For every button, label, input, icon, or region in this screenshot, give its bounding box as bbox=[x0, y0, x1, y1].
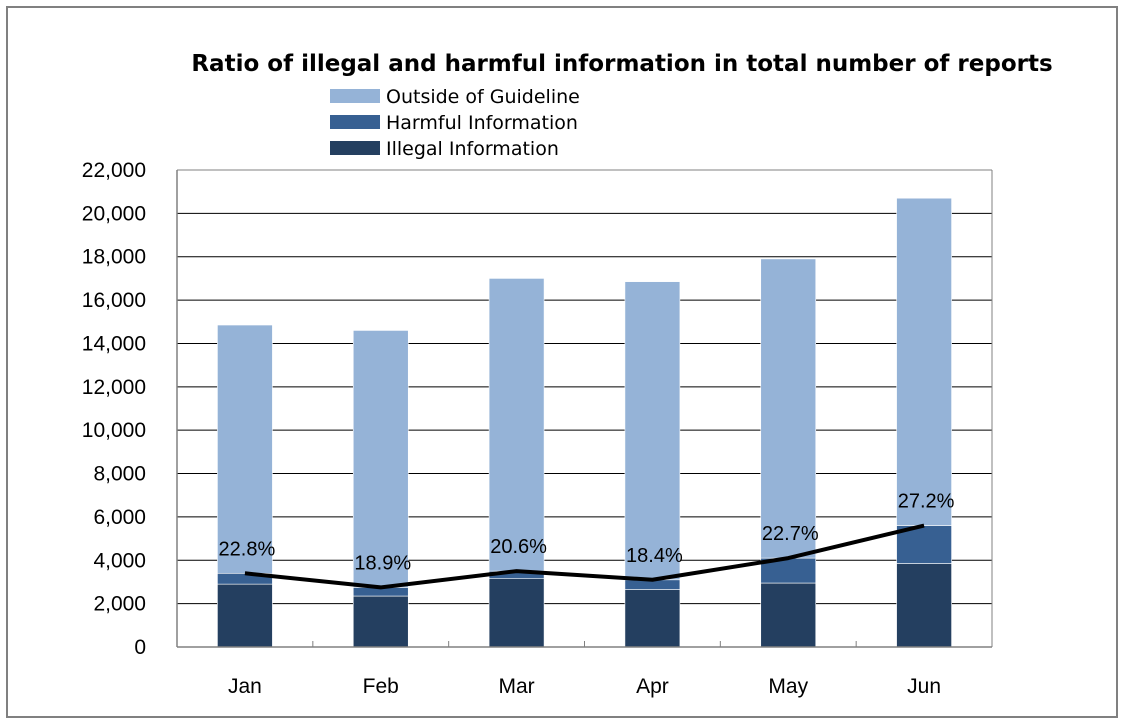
x-tick-label: Mar bbox=[498, 675, 534, 698]
ratio-line-group: 22.8% 18.9% 20.6% 18.4% 22.7% 27.2% bbox=[219, 491, 955, 590]
legend-label: Harmful Information bbox=[386, 112, 578, 134]
bar-segment bbox=[760, 557, 817, 584]
bar-segment bbox=[352, 330, 409, 588]
y-tick-label: 22,000 bbox=[82, 159, 146, 182]
y-tick-labels: 0 2,000 4,000 6,000 8,000 10,000 12,000 14,000 1… bbox=[82, 159, 146, 659]
ratio-data-label: 18.4% bbox=[626, 545, 683, 567]
legend-swatch bbox=[330, 141, 380, 155]
y-tick-label: 0 bbox=[134, 636, 146, 659]
bar-segment bbox=[624, 281, 681, 581]
bar-segment bbox=[352, 595, 409, 648]
y-tick-label: 18,000 bbox=[82, 246, 146, 269]
y-tick-label: 12,000 bbox=[82, 376, 146, 399]
x-tick-label: Feb bbox=[363, 675, 399, 698]
ratio-data-label: 18.9% bbox=[354, 552, 411, 574]
bar-segment bbox=[896, 197, 952, 526]
bar-segment bbox=[760, 582, 817, 648]
y-tick-label: 6,000 bbox=[93, 506, 146, 529]
bar-segment bbox=[896, 563, 952, 648]
x-tick-labels: Jan Feb Mar Apr May Jun bbox=[228, 675, 941, 698]
bar-segment bbox=[624, 589, 681, 648]
bar-segment bbox=[488, 578, 545, 648]
chart-title: Ratio of illegal and harmful information… bbox=[191, 51, 1052, 77]
legend-swatch bbox=[330, 115, 380, 129]
x-tick-label: May bbox=[768, 675, 808, 698]
legend: Outside of Guideline Harmful Information I… bbox=[330, 86, 580, 160]
legend-swatch bbox=[330, 89, 380, 103]
bar-segment bbox=[217, 583, 273, 648]
y-tick-label: 8,000 bbox=[93, 463, 146, 486]
x-tick-label: Jan bbox=[228, 675, 262, 698]
legend-label: Illegal Information bbox=[386, 138, 559, 160]
gridlines bbox=[177, 169, 992, 605]
y-tick-label: 4,000 bbox=[93, 549, 146, 572]
y-tick-label: 14,000 bbox=[82, 332, 146, 355]
y-tick-label: 10,000 bbox=[82, 419, 146, 442]
axes bbox=[176, 169, 993, 648]
y-tick-label: 2,000 bbox=[93, 593, 146, 616]
bar-segment bbox=[760, 258, 817, 559]
x-tick-label: Jun bbox=[907, 675, 941, 698]
ratio-data-label: 22.8% bbox=[219, 538, 276, 560]
ratio-data-label: 20.6% bbox=[490, 536, 547, 558]
legend-label: Outside of Guideline bbox=[386, 86, 580, 108]
bar-segment bbox=[488, 278, 545, 572]
bar-segment bbox=[217, 324, 273, 574]
bars bbox=[217, 197, 952, 648]
x-tick-label: Apr bbox=[636, 675, 669, 698]
ratio-data-label: 22.7% bbox=[762, 523, 819, 545]
y-tick-label: 20,000 bbox=[82, 202, 146, 225]
ratio-data-label: 27.2% bbox=[898, 491, 955, 513]
y-tick-label: 16,000 bbox=[82, 289, 146, 312]
ratio-line bbox=[244, 523, 925, 590]
